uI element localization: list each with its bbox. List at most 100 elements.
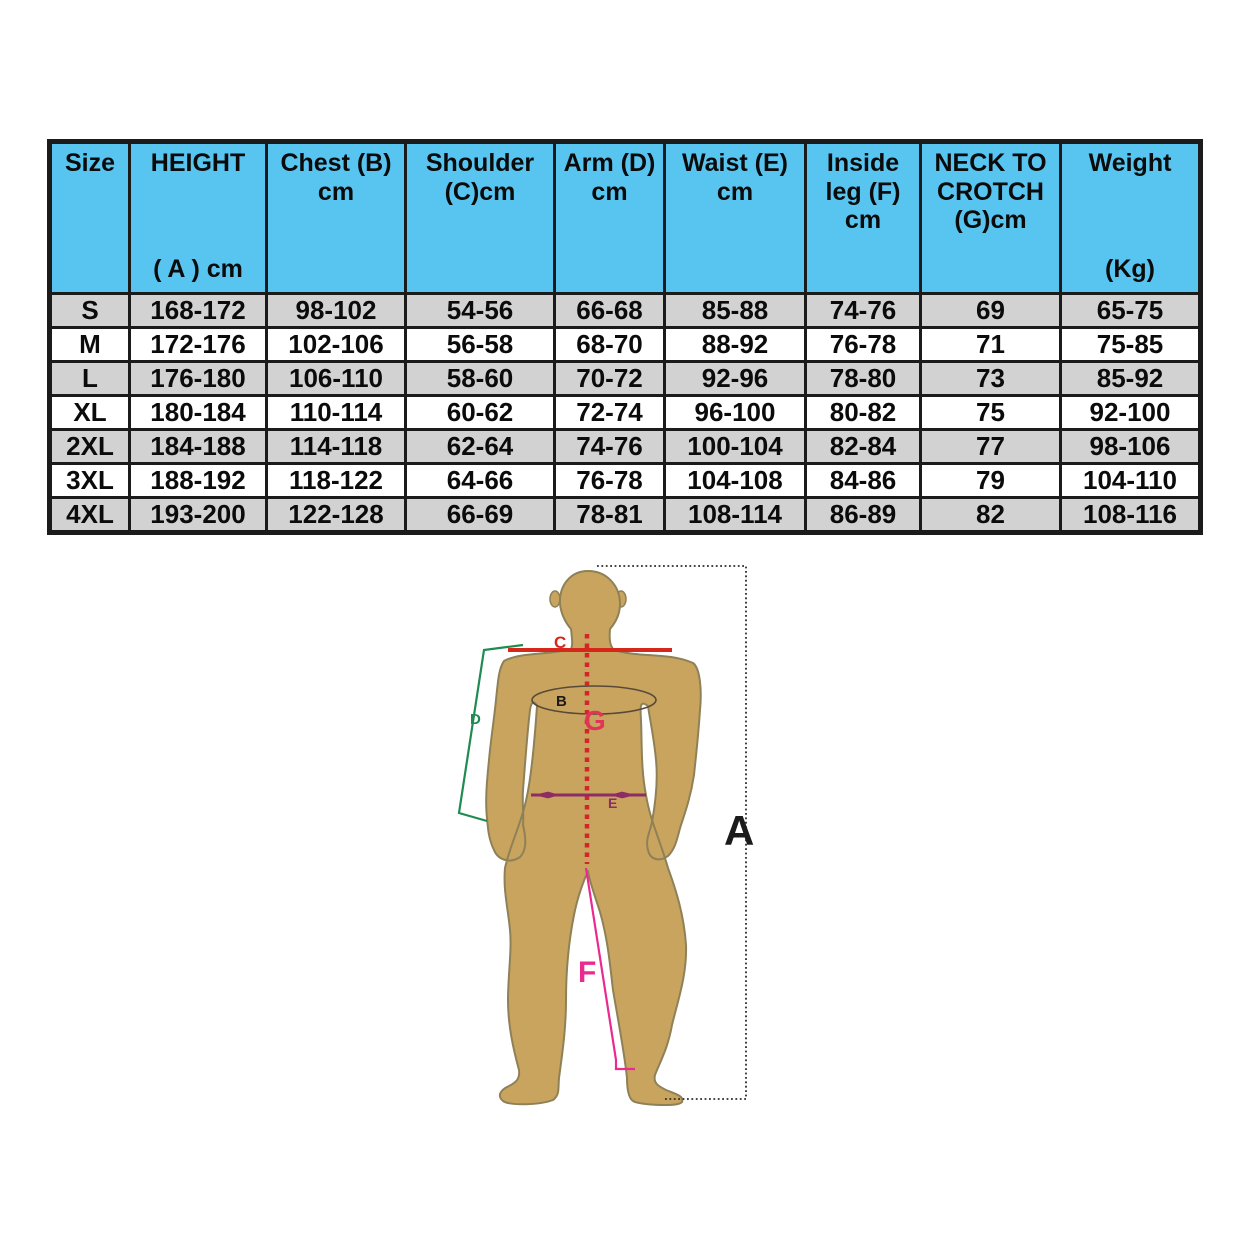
cell-height: 176-180 <box>128 360 268 397</box>
table-row-3xl: 3XL 188-192 118-122 64-66 76-78 104-108 … <box>48 462 1202 499</box>
col-header-waist: Waist (E) cm <box>663 140 807 295</box>
cell-shoulder: 60-62 <box>404 394 556 431</box>
cell-size: XL <box>48 394 131 431</box>
cell-inside-leg: 82-84 <box>804 428 922 465</box>
cell-height: 188-192 <box>128 462 268 499</box>
col-header-label: Arm (D) cm <box>563 149 656 206</box>
col-header-weight: Weight (Kg) <box>1059 140 1202 295</box>
size-chart-body: S 168-172 98-102 54-56 66-68 85-88 74-76… <box>48 292 1202 534</box>
cell-chest: 114-118 <box>265 428 407 465</box>
cell-waist: 108-114 <box>663 496 807 534</box>
inside-leg-line <box>584 867 635 1071</box>
cell-chest: 102-106 <box>265 326 407 363</box>
cell-arm: 72-74 <box>553 394 666 431</box>
height-label: A <box>724 807 754 854</box>
col-header-height: HEIGHT ( A ) cm <box>128 140 268 295</box>
cell-arm: 70-72 <box>553 360 666 397</box>
col-header-label: Chest (B) cm <box>280 149 392 206</box>
cell-waist: 100-104 <box>663 428 807 465</box>
cell-weight: 98-106 <box>1059 428 1202 465</box>
cell-size: 4XL <box>48 496 131 534</box>
cell-inside-leg: 86-89 <box>804 496 922 534</box>
cell-size: L <box>48 360 131 397</box>
col-header-label: Inside leg (F) cm <box>825 149 901 234</box>
cell-height: 172-176 <box>128 326 268 363</box>
cell-chest: 106-110 <box>265 360 407 397</box>
col-header-label: NECK TO CROTCH (G)cm <box>934 149 1047 234</box>
cell-neck-to-crotch: 75 <box>919 394 1062 431</box>
size-chart-header: Size HEIGHT ( A ) cm Chest (B) cm Shoulde… <box>48 140 1202 295</box>
cell-height: 184-188 <box>128 428 268 465</box>
table-row-m: M 172-176 102-106 56-58 68-70 88-92 76-7… <box>48 326 1202 363</box>
col-header-label: Waist (E) cm <box>681 149 789 206</box>
cell-weight: 104-110 <box>1059 462 1202 499</box>
cell-neck-to-crotch: 73 <box>919 360 1062 397</box>
cell-weight: 108-116 <box>1059 496 1202 534</box>
cell-size: 3XL <box>48 462 131 499</box>
cell-size: M <box>48 326 131 363</box>
cell-inside-leg: 84-86 <box>804 462 922 499</box>
body-silhouette <box>485 570 702 1106</box>
cell-neck-to-crotch: 69 <box>919 292 1062 329</box>
body-ear-left <box>549 590 561 608</box>
cell-waist: 96-100 <box>663 394 807 431</box>
cell-arm: 78-81 <box>553 496 666 534</box>
cell-shoulder: 54-56 <box>404 292 556 329</box>
col-header-neck-to-crotch: NECK TO CROTCH (G)cm <box>919 140 1062 295</box>
cell-chest: 110-114 <box>265 394 407 431</box>
inside-leg-label: F <box>578 956 596 989</box>
cell-weight: 92-100 <box>1059 394 1202 431</box>
table-row-4xl: 4XL 193-200 122-128 66-69 78-81 108-114 … <box>48 496 1202 534</box>
col-header-label: Shoulder (C)cm <box>425 149 535 206</box>
cell-height: 180-184 <box>128 394 268 431</box>
cell-chest: 98-102 <box>265 292 407 329</box>
table-row-2xl: 2XL 184-188 114-118 62-64 74-76 100-104 … <box>48 428 1202 465</box>
cell-neck-to-crotch: 82 <box>919 496 1062 534</box>
cell-shoulder: 56-58 <box>404 326 556 363</box>
cell-arm: 76-78 <box>553 462 666 499</box>
col-header-label: Weight <box>1088 149 1172 177</box>
cell-shoulder: 66-69 <box>404 496 556 534</box>
cell-weight: 65-75 <box>1059 292 1202 329</box>
arm-label: D <box>470 711 481 728</box>
size-chart-table: Size HEIGHT ( A ) cm Chest (B) cm Shoulde… <box>47 139 1203 535</box>
col-header-shoulder: Shoulder (C)cm <box>404 140 556 295</box>
cell-shoulder: 62-64 <box>404 428 556 465</box>
cell-waist: 88-92 <box>663 326 807 363</box>
chest-ellipse <box>531 685 657 715</box>
waist-line-arrow-right <box>610 791 636 799</box>
header-row: Size HEIGHT ( A ) cm Chest (B) cm Shoulde… <box>48 140 1202 295</box>
cell-neck-to-crotch: 77 <box>919 428 1062 465</box>
neck-to-crotch-label: G <box>584 705 606 736</box>
cell-neck-to-crotch: 71 <box>919 326 1062 363</box>
col-header-label: HEIGHT <box>150 149 246 177</box>
cell-inside-leg: 76-78 <box>804 326 922 363</box>
cell-inside-leg: 78-80 <box>804 360 922 397</box>
chest-label: B <box>556 693 567 710</box>
table-row-l: L 176-180 106-110 58-60 70-72 92-96 78-8… <box>48 360 1202 397</box>
cell-size: 2XL <box>48 428 131 465</box>
col-header-label: Size <box>64 149 116 177</box>
waist-line-arrow-left <box>534 791 560 799</box>
cell-waist: 85-88 <box>663 292 807 329</box>
cell-neck-to-crotch: 79 <box>919 462 1062 499</box>
col-header-inside-leg: Inside leg (F) cm <box>804 140 922 295</box>
cell-arm: 66-68 <box>553 292 666 329</box>
arm-length-line <box>457 643 524 823</box>
cell-weight: 85-92 <box>1059 360 1202 397</box>
cell-height: 193-200 <box>128 496 268 534</box>
measurement-diagram: A C D B G E F <box>457 565 754 1106</box>
table-row-s: S 168-172 98-102 54-56 66-68 85-88 74-76… <box>48 292 1202 329</box>
cell-weight: 75-85 <box>1059 326 1202 363</box>
cell-waist: 92-96 <box>663 360 807 397</box>
table-row-xl: XL 180-184 110-114 60-62 72-74 96-100 80… <box>48 394 1202 431</box>
cell-size: S <box>48 292 131 329</box>
cell-chest: 118-122 <box>265 462 407 499</box>
cell-shoulder: 58-60 <box>404 360 556 397</box>
col-header-size: Size <box>48 140 131 295</box>
cell-height: 168-172 <box>128 292 268 329</box>
waist-label: E <box>608 795 617 811</box>
col-header-sublabel: ( A ) cm <box>153 254 243 283</box>
cell-chest: 122-128 <box>265 496 407 534</box>
